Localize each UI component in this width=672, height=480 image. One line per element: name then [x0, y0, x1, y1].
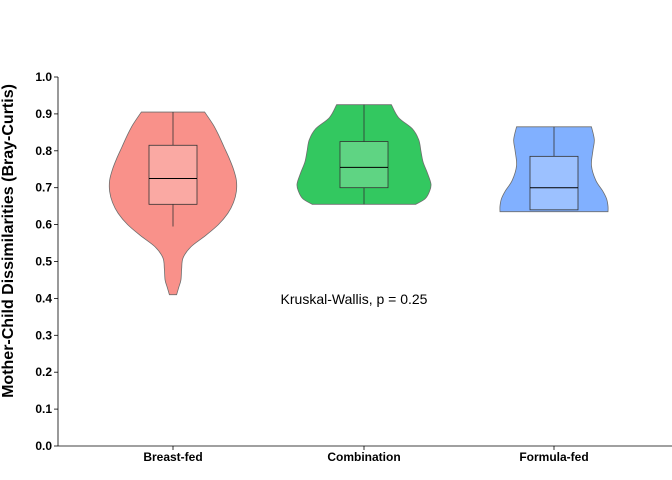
y-tick-label: 0.9	[35, 107, 52, 121]
violins-layer	[108, 104, 609, 296]
y-tick-label: 0.3	[35, 328, 52, 342]
y-tick-label: 0.6	[35, 218, 52, 232]
y-tick-label: 0.1	[35, 402, 52, 416]
box-combination	[339, 141, 389, 189]
y-ticks: 0.0 0.1 0.2 0.3 0.4 0.5 0.6 0.7 0.8 0.9 1.0	[35, 70, 58, 453]
x-ticks: Breast-fed Combination Formula-fed	[143, 446, 589, 464]
y-axis-label: Mother-Child Dissimilarities (Bray-Curti…	[0, 84, 17, 398]
y-tick-label: 0.8	[35, 144, 52, 158]
x-tick-label: Breast-fed	[143, 450, 202, 464]
box-breast-fed	[148, 144, 198, 205]
y-tick-label: 0.4	[35, 291, 52, 305]
violin-breast-fed	[108, 111, 238, 296]
y-tick-label: 1.0	[35, 70, 52, 84]
y-tick-label: 0.0	[35, 439, 52, 453]
violin-combination	[296, 104, 432, 205]
y-tick-label: 0.5	[35, 255, 52, 269]
annotation-kruskal-wallis: Kruskal-Wallis, p = 0.25	[281, 291, 428, 307]
x-tick-label: Combination	[327, 450, 400, 464]
violin-formula-fed	[499, 126, 609, 213]
box-formula-fed	[529, 155, 579, 211]
y-tick-label: 0.2	[35, 365, 52, 379]
y-tick-label: 0.7	[35, 181, 52, 195]
x-tick-label: Formula-fed	[519, 450, 588, 464]
